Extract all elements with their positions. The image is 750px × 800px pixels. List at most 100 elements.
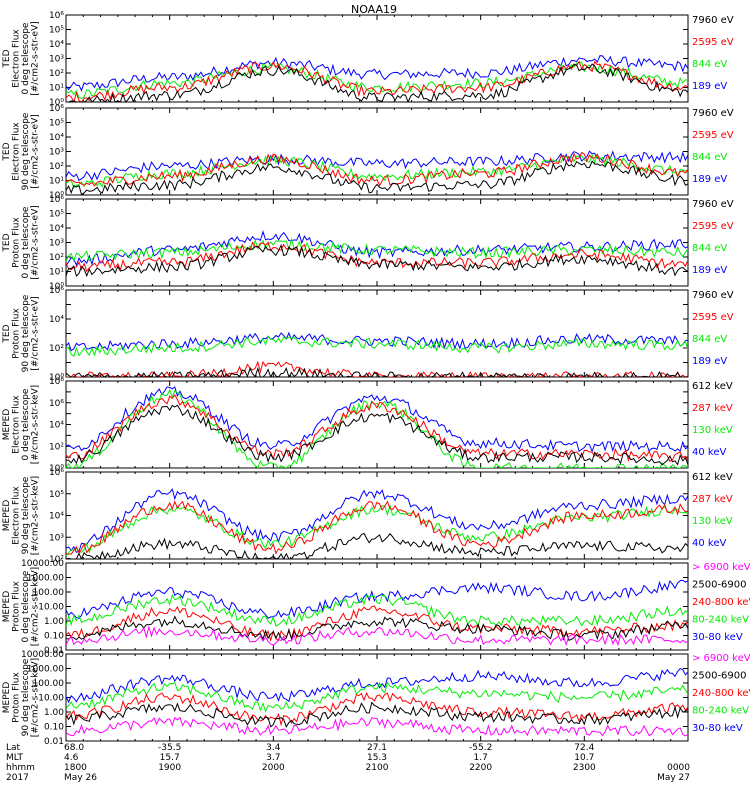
y-axis-label: MEPEDProton Flux0 deg telescope[#/cm2-s-…: [2, 567, 41, 646]
legend-entry: 40 keV: [692, 538, 726, 549]
legend-entry: 189 eV: [692, 356, 727, 367]
panel-frame: [65, 380, 689, 469]
series-line: [66, 237, 688, 263]
panel-frame: [65, 471, 689, 560]
y-tick-label: 10⁵: [49, 490, 64, 500]
y-tick-label: 10²: [49, 69, 64, 79]
x-tick-label-lat: 27.1: [367, 743, 387, 753]
y-axis-label: TEDProton Flux90 deg telescope[#/cm2-s-s…: [2, 294, 41, 372]
y-tick-label: 10³: [49, 533, 64, 543]
y-tick-label: 10⁰: [49, 282, 64, 292]
series-group: [66, 488, 688, 559]
series-line: [66, 55, 688, 92]
panel-frame: [65, 653, 689, 742]
legend-entry: 189 eV: [692, 81, 727, 92]
series-line: [66, 335, 688, 358]
y-axis-label-line: [#/cm2-s-str-keV]: [31, 658, 41, 737]
y-tick-label: 10²: [49, 442, 64, 452]
y-tick-label: 10000.00: [21, 650, 64, 660]
chart-title: NOAA19: [351, 3, 397, 16]
legend-entry: 7960 eV: [692, 15, 734, 26]
legend-entry: 2595 eV: [692, 312, 734, 323]
x-row-label: Lat: [6, 743, 21, 753]
series-line: [66, 160, 688, 195]
series-line: [66, 331, 688, 352]
x-tick-label-lat: -35.5: [158, 743, 181, 753]
y-axis-label: TEDElectron Flux0 deg telescope[#/cm2-s-…: [2, 21, 41, 96]
y-axis-label: MEPEDElectron Flux90 deg telescope[#/cm2…: [2, 476, 41, 555]
series-group: [66, 55, 688, 102]
y-tick-label: 10⁴: [49, 512, 64, 522]
legend-entry: 2595 eV: [692, 221, 734, 232]
x-row-label: MLT: [6, 753, 24, 763]
legend-entry: 130 keV: [692, 516, 733, 527]
panel-frame: [65, 289, 689, 378]
y-axis-label-line: TED: [2, 142, 12, 161]
legend-entry: > 6900 keV: [692, 653, 750, 664]
y-axis-label-line: 0 deg telescope: [21, 206, 31, 278]
y-tick-label: 10³: [49, 239, 64, 249]
y-tick-label: 10³: [49, 55, 64, 65]
y-tick-label: 10⁴: [49, 315, 64, 325]
y-tick-label: 10.00: [38, 603, 64, 613]
y-axis-label-line: 0 deg telescope: [21, 22, 31, 94]
x-tick-label-hhmm: 2100: [366, 763, 389, 773]
panel-2: 10⁶ 10⁵ 10⁴ 10³ 10² 10¹ 10⁰ TEDElectron Flux90 …: [2, 104, 734, 201]
y-axis-label-line: [#/cm2-s-str-keV]: [31, 385, 41, 464]
legend-entry: 7960 eV: [692, 108, 734, 119]
series-group: [66, 386, 688, 468]
x-row-label: 2017: [6, 773, 29, 783]
series-line: [66, 701, 688, 728]
x-tick-label-hhmm: 1900: [158, 763, 181, 773]
legend-entry: 189 eV: [692, 174, 727, 185]
y-tick-label: 10²: [49, 253, 64, 263]
x-row-label: hhmm: [6, 763, 35, 773]
y-tick-label: 10⁰: [49, 464, 64, 474]
x-tick-label-mlt: 3.7: [266, 753, 280, 763]
y-axis-label-line: TED: [2, 233, 12, 252]
series-line: [66, 230, 688, 267]
y-axis-label-line: 90 deg telescope: [21, 294, 31, 372]
y-tick-label: 10¹: [49, 84, 64, 94]
y-tick-label: 0.01: [44, 646, 64, 656]
y-axis-label-line: MEPED: [2, 409, 12, 441]
y-axis-label-line: MEPED: [2, 500, 12, 532]
x-tick-label-date: May 27: [657, 773, 690, 783]
series-line: [66, 691, 688, 727]
legend-entry: 240-800 keV: [692, 597, 750, 608]
panel-5: 10⁸ 10⁶ 10⁴ 10² 10⁰ MEPEDElectron Flux0 deg t…: [2, 377, 733, 474]
series-line: [66, 241, 688, 273]
legend-entry: 80-240 keV: [692, 615, 749, 626]
panel-6: 10⁶ 10⁵ 10⁴ 10³ 10² MEPEDElectron Flux90 deg …: [2, 468, 733, 565]
y-tick-label: 1.00: [44, 617, 64, 627]
y-tick-label: 10²: [49, 344, 64, 354]
y-tick-label: 10⁰: [49, 98, 64, 108]
legend-entry: 844 eV: [692, 334, 727, 345]
series-line: [66, 243, 688, 278]
series-line: [66, 668, 688, 704]
series-line: [66, 605, 688, 643]
y-tick-label: 1.00: [44, 708, 64, 718]
legend-entry: 612 keV: [692, 381, 733, 392]
legend-entry: 130 keV: [692, 425, 733, 436]
series-line: [66, 625, 688, 647]
y-axis-label-line: [#/cm2-s-str-eV]: [31, 296, 41, 371]
y-axis-label-line: MEPED: [2, 682, 12, 714]
y-tick-label: 0.10: [44, 723, 64, 733]
y-axis-label-line: Proton Flux: [12, 672, 22, 723]
series-line: [66, 594, 688, 628]
series-line: [66, 388, 688, 468]
y-tick-label: 0.10: [44, 632, 64, 642]
legend-entry: 612 keV: [692, 472, 733, 483]
panel-frame: [65, 562, 689, 651]
y-tick-label: 100.00: [33, 679, 65, 689]
y-axis-label: TEDElectron Flux90 deg telescope[#/cm2-s…: [2, 112, 41, 190]
x-tick-label-mlt: 1.7: [474, 753, 488, 763]
series-line: [66, 150, 688, 182]
series-line: [66, 579, 688, 619]
y-axis-label-line: [#/cm2-s-str-eV]: [31, 21, 41, 96]
series-group: [66, 579, 688, 647]
y-axis-label-line: 90 deg telescope: [21, 476, 31, 554]
series-line: [66, 61, 688, 99]
series-line: [66, 153, 688, 189]
